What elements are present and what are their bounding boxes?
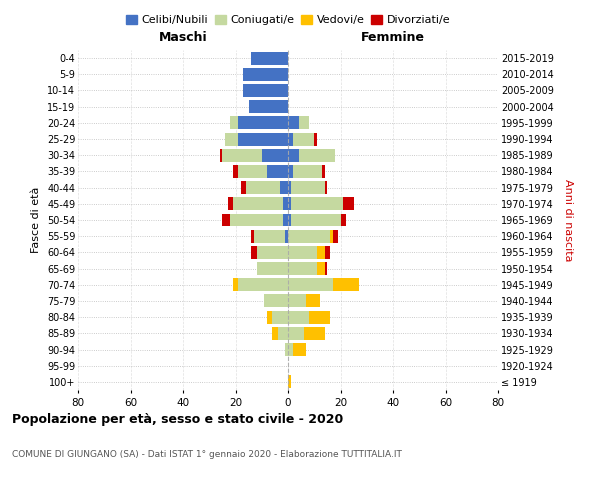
Bar: [317, 246, 325, 259]
Bar: [288, 198, 290, 210]
Bar: [288, 376, 290, 388]
Bar: [299, 149, 335, 162]
Bar: [299, 116, 309, 130]
Bar: [267, 310, 272, 324]
Text: Maschi: Maschi: [158, 30, 208, 44]
Bar: [233, 278, 238, 291]
Bar: [272, 327, 277, 340]
Bar: [223, 214, 230, 226]
Bar: [286, 343, 288, 356]
Bar: [238, 132, 288, 145]
Bar: [251, 246, 257, 259]
Bar: [238, 165, 267, 178]
Bar: [307, 294, 320, 308]
Bar: [288, 149, 299, 162]
Bar: [280, 181, 288, 194]
Bar: [290, 198, 343, 210]
Bar: [288, 278, 332, 291]
Legend: Celibi/Nubili, Coniugati/e, Vedovi/e, Divorziati/e: Celibi/Nubili, Coniugati/e, Vedovi/e, Di…: [121, 10, 455, 30]
Bar: [325, 246, 330, 259]
Bar: [293, 165, 322, 178]
Bar: [304, 327, 325, 340]
Bar: [288, 165, 293, 178]
Bar: [220, 149, 223, 162]
Bar: [262, 149, 288, 162]
Bar: [225, 132, 238, 145]
Bar: [325, 181, 328, 194]
Bar: [265, 294, 288, 308]
Bar: [332, 278, 359, 291]
Bar: [244, 68, 288, 81]
Bar: [241, 181, 246, 194]
Bar: [341, 214, 346, 226]
Bar: [267, 165, 288, 178]
Bar: [230, 116, 238, 130]
Bar: [288, 262, 317, 275]
Y-axis label: Anni di nascita: Anni di nascita: [563, 179, 573, 261]
Bar: [288, 310, 309, 324]
Bar: [251, 230, 254, 242]
Text: Popolazione per età, sesso e stato civile - 2020: Popolazione per età, sesso e stato civil…: [12, 412, 343, 426]
Bar: [283, 198, 288, 210]
Bar: [257, 246, 288, 259]
Bar: [322, 165, 325, 178]
Bar: [286, 230, 288, 242]
Bar: [283, 214, 288, 226]
Bar: [288, 294, 307, 308]
Bar: [288, 132, 293, 145]
Bar: [277, 327, 288, 340]
Bar: [238, 116, 288, 130]
Bar: [230, 214, 283, 226]
Bar: [233, 198, 283, 210]
Bar: [288, 246, 317, 259]
Bar: [309, 310, 330, 324]
Bar: [254, 230, 286, 242]
Bar: [227, 198, 233, 210]
Bar: [290, 214, 341, 226]
Y-axis label: Fasce di età: Fasce di età: [31, 187, 41, 253]
Bar: [288, 116, 299, 130]
Bar: [246, 181, 280, 194]
Bar: [272, 310, 288, 324]
Bar: [233, 165, 238, 178]
Bar: [293, 343, 307, 356]
Text: Femmine: Femmine: [361, 30, 425, 44]
Bar: [238, 278, 288, 291]
Bar: [325, 262, 328, 275]
Bar: [293, 132, 314, 145]
Bar: [343, 198, 353, 210]
Bar: [288, 230, 330, 242]
Bar: [332, 230, 338, 242]
Bar: [288, 214, 290, 226]
Bar: [223, 149, 262, 162]
Bar: [290, 181, 325, 194]
Bar: [244, 84, 288, 97]
Bar: [248, 100, 288, 113]
Bar: [317, 262, 325, 275]
Bar: [288, 181, 290, 194]
Text: COMUNE DI GIUNGANO (SA) - Dati ISTAT 1° gennaio 2020 - Elaborazione TUTTITALIA.I: COMUNE DI GIUNGANO (SA) - Dati ISTAT 1° …: [12, 450, 402, 459]
Bar: [257, 262, 288, 275]
Bar: [288, 343, 293, 356]
Bar: [288, 327, 304, 340]
Bar: [330, 230, 332, 242]
Bar: [314, 132, 317, 145]
Bar: [251, 52, 288, 64]
